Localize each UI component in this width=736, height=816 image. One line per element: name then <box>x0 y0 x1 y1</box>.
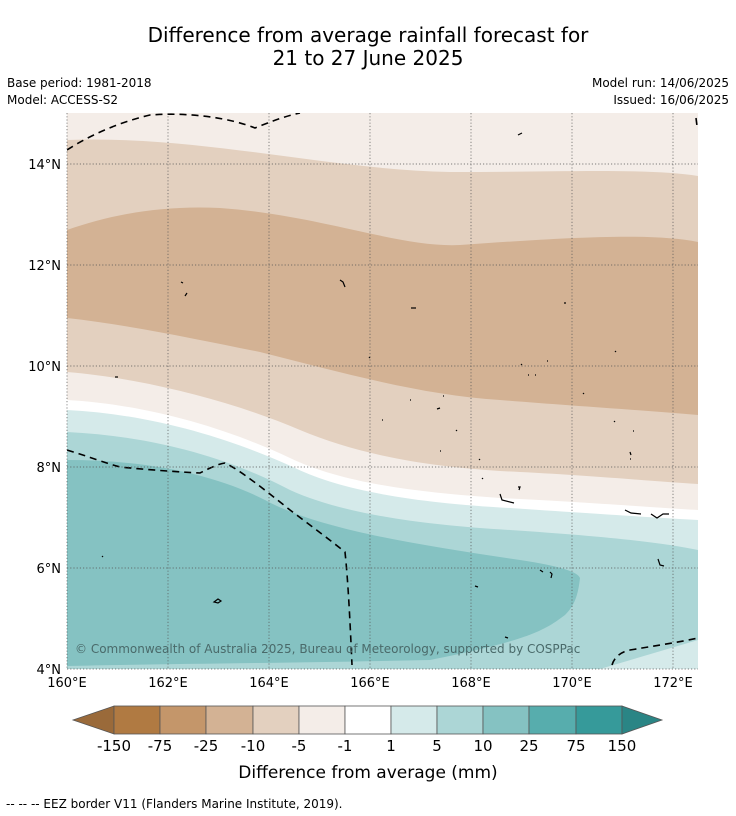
island <box>180 281 188 297</box>
eez-borders <box>67 113 698 666</box>
colorbar-segment <box>390 705 438 735</box>
island <box>339 279 346 288</box>
colorbar-tick-label: -25 <box>194 737 219 755</box>
island <box>474 585 479 588</box>
colorbar-left-arrow <box>71 705 115 735</box>
colorbar-segment <box>113 705 161 735</box>
lat-tick-label: 4°N <box>37 663 62 678</box>
lon-tick-label: 170°E <box>552 676 592 691</box>
lon-tick-label: 172°E <box>653 676 693 691</box>
colorbar-tick-label: 75 <box>566 737 585 755</box>
eez-border-north <box>67 113 301 151</box>
island <box>368 356 371 359</box>
lat-tick-label: 12°N <box>28 259 61 274</box>
island <box>624 509 669 519</box>
model-run-label: Model run: 14/06/2025 <box>591 76 729 90</box>
issued-label: Issued: 16/06/2025 <box>613 93 729 107</box>
colorbar-tick-label: -10 <box>241 737 266 755</box>
colorbar-tick-labels: -150 -75 -25 -10 -5 -1 1 5 10 25 75 150 <box>97 737 636 755</box>
colorbar-segment <box>575 705 623 735</box>
colorbar-segment <box>252 705 300 735</box>
lat-tick-label: 14°N <box>28 158 61 173</box>
island <box>614 350 617 353</box>
colorbar-tick-label: 150 <box>608 737 637 755</box>
colorbar-tick-label: -75 <box>148 737 173 755</box>
island <box>517 132 523 136</box>
colorbar-segment <box>344 705 392 735</box>
contour-medium-brown-band <box>67 207 698 415</box>
lat-tick-label: 6°N <box>37 562 62 577</box>
base-period-label: Base period: 1981-2018 <box>7 76 152 90</box>
colorbar-tick-label: -5 <box>292 737 307 755</box>
lat-tick-label: 8°N <box>37 461 62 476</box>
colorbar-tick-label: -1 <box>338 737 353 755</box>
colorbar-tick-label: -150 <box>97 737 131 755</box>
eez-border-west <box>67 449 353 666</box>
lon-tick-label: 164°E <box>249 676 289 691</box>
lon-tick-label: 162°E <box>148 676 188 691</box>
colorbar-right-arrow <box>621 705 664 735</box>
colorbar-tick-label: 25 <box>519 737 538 755</box>
colorbar-tick-label: 1 <box>386 737 396 755</box>
eez-footer-note: -- -- -- EEZ border V11 (Flanders Marine… <box>6 797 343 811</box>
colorbar-segment <box>482 705 530 735</box>
colorbar-segment <box>436 705 484 735</box>
contour-light-teal-sliver <box>600 640 698 669</box>
colorbar-tick-label: 5 <box>432 737 442 755</box>
eez-border-northeast <box>695 117 698 127</box>
island <box>504 636 509 639</box>
lat-tick-label: 10°N <box>28 360 61 375</box>
rainfall-contours <box>67 113 698 669</box>
model-label: Model: ACCESS-S2 <box>7 93 119 107</box>
island <box>481 477 521 504</box>
copyright-notice: © Commonwealth of Australia 2025, Bureau… <box>75 642 580 656</box>
lon-tick-label: 160°E <box>47 676 87 691</box>
island <box>101 555 665 567</box>
colorbar-segment <box>298 705 346 735</box>
colorbar <box>71 705 664 735</box>
colorbar-segment <box>528 705 577 735</box>
island <box>410 392 585 410</box>
colorbar-segment <box>205 705 254 735</box>
lon-tick-label: 166°E <box>350 676 390 691</box>
colorbar-segment <box>159 705 207 735</box>
island <box>212 598 223 604</box>
lon-tick-label: 168°E <box>451 676 491 691</box>
gridlines <box>66 113 698 670</box>
contour-dark-teal-band <box>67 460 580 666</box>
colorbar-title: Difference from average (mm) <box>238 763 497 783</box>
eez-border-south <box>611 637 698 666</box>
map-title-line1: Difference from average rainfall forecas… <box>147 23 589 47</box>
map-title-line2: 21 to 27 June 2025 <box>272 46 464 70</box>
island <box>440 450 632 461</box>
island <box>539 569 553 579</box>
island <box>520 360 548 376</box>
island <box>382 419 634 432</box>
axis-labels: 14°N 12°N 10°N 8°N 6°N 4°N 160°E 162°E 1… <box>28 158 693 691</box>
colorbar-tick-label: 10 <box>473 737 492 755</box>
islands <box>101 132 669 639</box>
